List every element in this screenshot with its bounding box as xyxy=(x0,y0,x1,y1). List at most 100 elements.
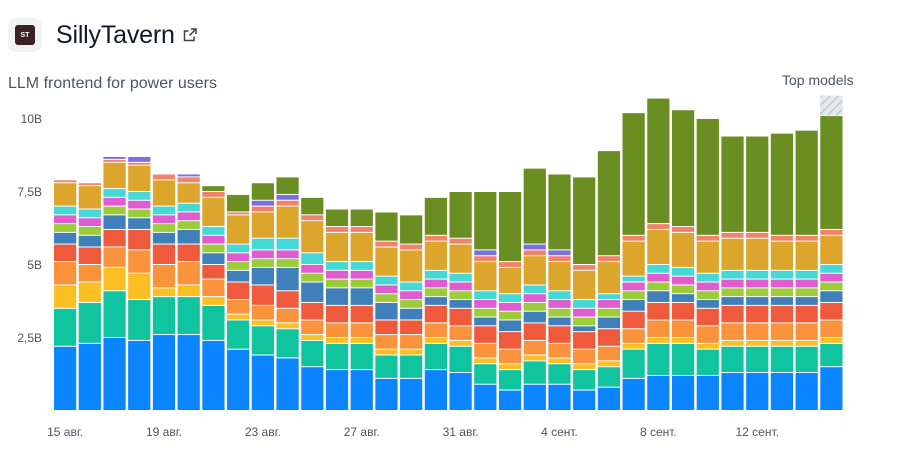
bar-segment-orange xyxy=(400,335,423,349)
bar-stack[interactable] xyxy=(474,192,497,410)
bar-segment-red xyxy=(251,285,274,305)
app-title[interactable]: SillyTavern xyxy=(56,20,175,49)
bar-segment-yellow xyxy=(671,338,695,343)
bar-segment-magenta xyxy=(424,279,447,288)
bar-stack[interactable] xyxy=(424,197,447,410)
bar-segment-salmon xyxy=(523,250,546,256)
external-link-icon[interactable] xyxy=(183,28,197,42)
bar-segment-steel-blue xyxy=(795,297,818,305)
bar-segment-salmon xyxy=(721,232,744,238)
bar-stack[interactable] xyxy=(820,95,843,410)
bar-segment-orange xyxy=(350,323,373,337)
bar-segment-steel-blue xyxy=(400,308,423,320)
bar-stack[interactable] xyxy=(375,212,398,410)
bar-segment-teal xyxy=(251,326,274,355)
bar-segment-orange xyxy=(152,265,176,288)
bar-stack[interactable] xyxy=(449,192,472,410)
bar-segment-red xyxy=(548,326,571,343)
bar-stack[interactable] xyxy=(498,192,522,410)
bar-segment-cyan xyxy=(746,270,769,279)
bar-segment-olive xyxy=(424,197,447,235)
bar-segment-magenta xyxy=(276,250,299,259)
bar-stack[interactable] xyxy=(227,194,250,410)
bar-segment-salmon xyxy=(276,200,299,206)
bar-segment-salmon xyxy=(152,174,176,180)
top-models-link[interactable]: Top models xyxy=(782,72,854,88)
bar-segment-orange xyxy=(375,335,398,349)
bar-segment-blue xyxy=(449,373,472,410)
bar-stack[interactable] xyxy=(325,209,349,410)
bar-segment-steel-blue xyxy=(128,218,151,229)
bar-segment-steel-blue xyxy=(54,232,77,244)
bar-segment-gold xyxy=(696,241,719,273)
bar-segment-lime xyxy=(597,308,621,317)
bar-segment-cyan xyxy=(597,294,621,300)
bar-segment-red xyxy=(325,305,349,323)
bar-stack[interactable] xyxy=(548,174,571,410)
bar-segment-red xyxy=(573,332,596,349)
bar-segment-olive xyxy=(325,209,349,227)
bar-segment-gold xyxy=(721,238,744,270)
bar-stack[interactable] xyxy=(103,156,126,410)
bar-stack[interactable] xyxy=(622,113,645,410)
bar-segment-yellow xyxy=(647,338,670,343)
bar-segment-olive xyxy=(227,194,250,212)
bar-segment-olive xyxy=(276,177,299,194)
bar-segment-red xyxy=(227,282,250,300)
bar-segment-cyan xyxy=(78,209,101,218)
bar-stack[interactable] xyxy=(696,119,719,410)
bar-stack[interactable] xyxy=(597,151,621,410)
bar-segment-gold xyxy=(498,267,522,294)
bar-stack[interactable] xyxy=(746,136,769,410)
bar-stack[interactable] xyxy=(128,156,151,410)
bar-stack[interactable] xyxy=(78,183,101,410)
bar-segment-lime xyxy=(152,224,176,232)
bar-stack[interactable] xyxy=(523,168,546,410)
bar-stack[interactable] xyxy=(573,177,596,410)
bar-segment-cyan xyxy=(400,282,423,291)
x-tick-label: 15 авг. xyxy=(47,425,83,439)
bar-segment-olive xyxy=(573,177,596,264)
x-tick-label: 23 авг. xyxy=(245,425,281,439)
bar-stack[interactable] xyxy=(152,174,176,410)
bar-segment-yellow xyxy=(103,267,126,291)
bar-segment-violet xyxy=(128,156,151,162)
bar-stack[interactable] xyxy=(54,180,77,410)
bar-segment-cyan xyxy=(820,265,843,273)
bar-stack[interactable] xyxy=(301,197,324,410)
bar-segment-steel-blue xyxy=(573,326,596,332)
bar-stack[interactable] xyxy=(400,215,423,410)
bar-stack[interactable] xyxy=(721,136,744,410)
bar-segment-olive xyxy=(449,192,472,238)
bar-stack[interactable] xyxy=(770,133,794,410)
bar-stack[interactable] xyxy=(177,174,200,410)
bar-segment-magenta xyxy=(54,215,77,224)
bar-stack[interactable] xyxy=(276,177,299,410)
bar-segment-red xyxy=(78,247,101,264)
bar-segment-teal xyxy=(177,297,200,335)
bar-stack[interactable] xyxy=(671,110,695,410)
bar-stack[interactable] xyxy=(795,130,818,410)
bar-segment-lime xyxy=(375,294,398,302)
bar-segment-steel-blue xyxy=(548,317,571,326)
subtitle: LLM frontend for power users xyxy=(8,75,217,92)
bar-segment-gold xyxy=(350,232,373,262)
y-tick-label: 5B xyxy=(27,258,42,272)
bar-segment-orange xyxy=(696,326,719,343)
bar-segment-teal xyxy=(523,361,546,384)
bar-segment-gold xyxy=(301,221,324,253)
bar-stack[interactable] xyxy=(647,98,670,410)
bar-segment-gold xyxy=(597,262,621,294)
bar-stack[interactable] xyxy=(202,186,225,410)
x-tick-label: 27 авг. xyxy=(344,425,380,439)
bar-segment-salmon xyxy=(647,224,670,229)
bar-segment-red xyxy=(424,305,447,323)
bar-segment-teal xyxy=(227,320,250,349)
bar-segment-steel-blue xyxy=(622,300,645,311)
bar-stack[interactable] xyxy=(251,183,274,410)
bar-segment-teal xyxy=(820,343,843,367)
bar-segment-red xyxy=(276,291,299,308)
bar-segment-blue xyxy=(177,335,200,410)
bar-stack[interactable] xyxy=(350,209,373,410)
bar-segment-magenta xyxy=(770,279,794,288)
